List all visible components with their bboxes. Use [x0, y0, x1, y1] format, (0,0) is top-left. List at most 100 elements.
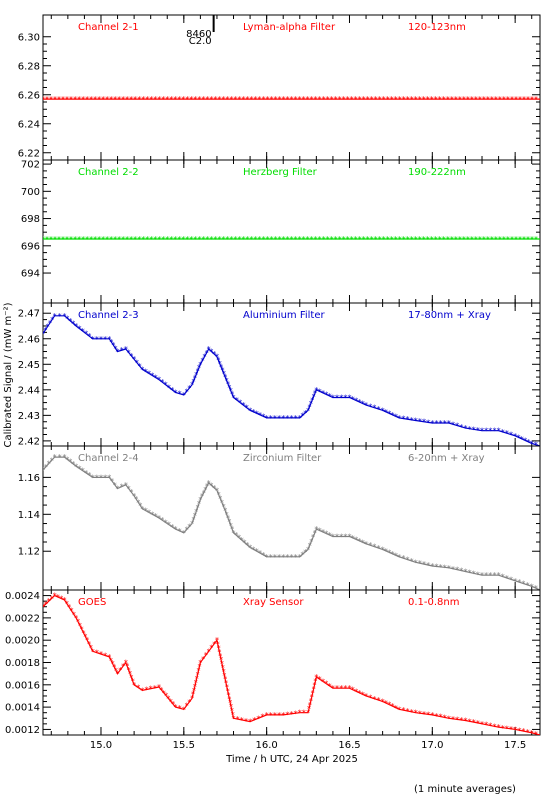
data-point: * [422, 560, 426, 569]
data-point: * [225, 376, 229, 385]
data-point: * [370, 235, 374, 244]
data-point: * [301, 550, 305, 559]
data-point: * [45, 95, 49, 104]
data-point: * [99, 650, 103, 659]
data-point: * [201, 95, 205, 104]
data-point: * [101, 95, 105, 104]
data-point: * [442, 95, 446, 104]
x-tick-label: 16.5 [338, 740, 360, 751]
data-point: * [230, 525, 234, 534]
data-point: * [120, 483, 124, 492]
data-point: * [189, 235, 193, 244]
data-point: * [99, 335, 103, 344]
data-point: * [324, 390, 328, 399]
data-point: * [285, 553, 289, 562]
data-point: * [91, 647, 95, 656]
series-line [43, 315, 540, 446]
data-point: * [530, 235, 534, 244]
data-point: * [422, 418, 426, 427]
data-point: * [474, 235, 478, 244]
data-point: * [127, 666, 131, 675]
data-point: * [330, 95, 334, 104]
data-point: * [391, 411, 395, 420]
data-point: * [244, 717, 248, 726]
data-point: * [145, 686, 149, 695]
data-point: * [147, 369, 151, 378]
panel-5: 0.0012 0.0014 0.0016 0.0018 0.0020 0.0022 0.00… [5, 589, 541, 751]
data-point: * [233, 95, 237, 104]
panel-label: Aluminium Filter [243, 310, 326, 321]
data-point: * [81, 95, 85, 104]
series: ****************************************… [43, 235, 540, 244]
data-point: * [486, 95, 490, 104]
data-point: * [185, 388, 189, 397]
data-point: * [128, 670, 132, 679]
data-point: * [331, 393, 335, 402]
data-point: * [324, 680, 328, 689]
data-point: * [472, 718, 476, 727]
data-point: * [227, 383, 231, 392]
data-point: * [273, 235, 277, 244]
data-point: * [221, 664, 225, 673]
data-point: * [67, 603, 71, 612]
data-point: * [68, 317, 72, 326]
data-point: * [222, 503, 226, 512]
data-point: * [74, 462, 78, 471]
data-point: * [49, 95, 53, 104]
data-point: * [514, 95, 518, 104]
data-point: * [463, 717, 467, 726]
data-point: * [302, 709, 306, 718]
data-point: * [494, 235, 498, 244]
data-point: * [125, 662, 129, 671]
data-point: * [376, 696, 380, 705]
data-point: * [306, 709, 310, 718]
data-point: * [224, 679, 228, 688]
data-point: * [157, 514, 161, 523]
data-point: * [394, 551, 398, 560]
data-point: * [220, 498, 224, 507]
data-point: * [150, 372, 154, 381]
data-point: * [526, 438, 530, 447]
data-point: * [41, 466, 45, 475]
data-point: * [378, 95, 382, 104]
data-point: * [127, 348, 131, 357]
data-point: * [65, 455, 69, 464]
data-point: * [145, 235, 149, 244]
data-point: * [72, 610, 76, 619]
data-point: * [310, 396, 314, 405]
data-point: * [145, 95, 149, 104]
data-point: * [517, 726, 521, 735]
data-point: * [358, 95, 362, 104]
data-point: * [384, 699, 388, 708]
data-point: * [103, 335, 107, 344]
data-point: * [414, 95, 418, 104]
data-point: * [193, 235, 197, 244]
data-point: * [125, 95, 129, 104]
data-point: * [133, 95, 137, 104]
data-point: * [169, 235, 173, 244]
data-point: * [49, 235, 53, 244]
data-point: * [269, 553, 273, 562]
flare-annotation-text: 8460 [186, 29, 211, 40]
data-point: * [311, 533, 315, 542]
data-point: * [248, 544, 252, 553]
data-point: * [476, 719, 480, 728]
data-point: * [298, 95, 302, 104]
data-point: * [209, 644, 213, 653]
data-point: * [218, 359, 222, 368]
data-point: * [350, 95, 354, 104]
data-point: * [434, 235, 438, 244]
data-point: * [534, 95, 538, 104]
data-point: * [447, 419, 451, 428]
data-point: * [381, 545, 385, 554]
data-point: * [116, 348, 120, 357]
data-point: * [335, 393, 339, 402]
data-point: * [217, 644, 221, 653]
data-point: * [74, 614, 78, 623]
data-point: * [201, 655, 205, 664]
data-point: * [521, 580, 525, 589]
data-point: * [451, 565, 455, 574]
data-point: * [245, 541, 249, 550]
data-point: * [366, 235, 370, 244]
